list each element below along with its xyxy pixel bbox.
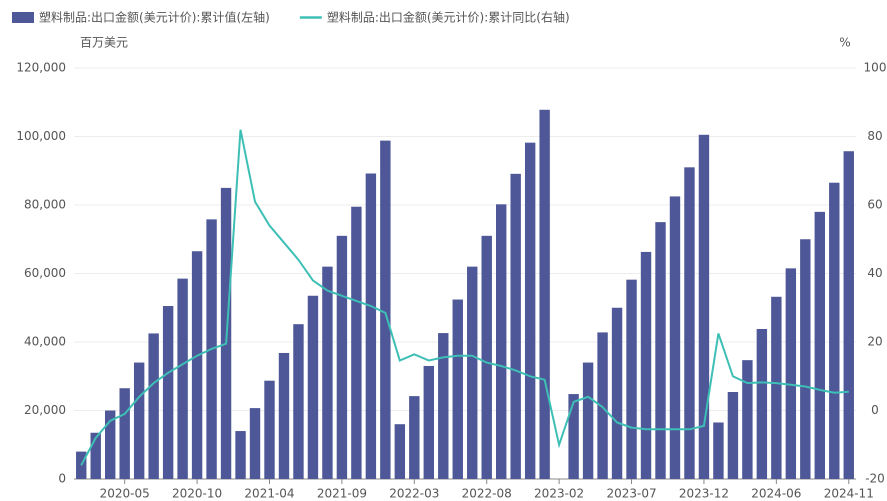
bar xyxy=(785,268,797,479)
x-tick-label: 2023-12 xyxy=(679,487,729,501)
bar xyxy=(510,173,521,479)
bar xyxy=(322,266,333,479)
x-tick-label: 2022-03 xyxy=(389,487,439,501)
bar xyxy=(684,167,695,479)
bar xyxy=(771,296,782,479)
y2-tick-label: 40 xyxy=(867,266,882,280)
y-axis-unit: 百万美元 xyxy=(80,36,128,50)
legend-label: 塑料制品:出口金额(美元计价):累计值(左轴) xyxy=(39,10,270,25)
x-tick-label: 2023-02 xyxy=(534,487,584,501)
bar xyxy=(626,279,637,479)
bar xyxy=(669,196,681,479)
y-tick-label: 40,000 xyxy=(24,335,66,349)
x-tick-label: 2023-07 xyxy=(606,487,656,501)
y2-tick-label: 0 xyxy=(871,403,879,417)
bar xyxy=(438,333,449,479)
bar xyxy=(380,140,391,480)
bar xyxy=(264,380,275,479)
y2-tick-label: 80 xyxy=(867,129,882,143)
bar xyxy=(133,362,145,479)
bar xyxy=(481,235,492,479)
bar xyxy=(409,396,420,479)
bar xyxy=(814,211,825,479)
bar xyxy=(539,109,550,479)
legend-label: 塑料制品:出口金额(美元计价):累计同比(右轴) xyxy=(327,10,570,25)
x-tick-label: 2021-04 xyxy=(244,487,294,501)
bar xyxy=(727,392,739,479)
y2-tick-label: -20 xyxy=(865,472,885,486)
bar xyxy=(119,388,130,479)
x-tick-label: 2021-09 xyxy=(317,487,367,501)
bar xyxy=(756,328,768,479)
bar xyxy=(496,204,507,479)
y-tick-label: 80,000 xyxy=(24,198,66,212)
bar xyxy=(800,239,811,479)
y2-axis-unit: % xyxy=(839,36,850,50)
bar xyxy=(365,173,377,480)
bar xyxy=(597,332,608,479)
bar xyxy=(713,422,724,479)
bar xyxy=(307,295,319,479)
bar xyxy=(278,352,290,479)
bar xyxy=(148,333,159,479)
x-tick-label: 2020-10 xyxy=(172,487,222,501)
y-tick-label: 60,000 xyxy=(24,266,66,280)
bar xyxy=(655,222,666,479)
bar xyxy=(293,324,304,479)
y-tick-label: 0 xyxy=(58,472,66,486)
bar xyxy=(162,306,174,479)
bar xyxy=(351,206,362,479)
bar xyxy=(582,362,594,479)
bar xyxy=(177,278,188,479)
y-tick-label: 20,000 xyxy=(24,403,66,417)
bar xyxy=(105,410,116,479)
x-tick-label: 2020-05 xyxy=(100,487,150,501)
bar xyxy=(90,432,101,479)
bar xyxy=(742,360,753,479)
bar xyxy=(452,299,463,479)
bar xyxy=(394,424,406,479)
bar xyxy=(191,251,203,479)
x-tick-label: 2024-11 xyxy=(824,487,874,501)
line xyxy=(80,129,849,466)
bar xyxy=(235,431,246,479)
bar xyxy=(611,307,623,479)
x-tick-label: 2022-08 xyxy=(462,487,512,501)
bar xyxy=(524,142,536,480)
bar xyxy=(568,394,579,479)
y2-tick-label: 100 xyxy=(864,61,887,75)
bar xyxy=(336,235,348,479)
bar xyxy=(698,134,710,479)
bar xyxy=(843,151,854,480)
bar xyxy=(249,408,261,479)
bar xyxy=(829,182,840,480)
y-tick-label: 100,000 xyxy=(16,129,66,143)
bar xyxy=(423,365,434,479)
x-tick-label: 2024-06 xyxy=(751,487,801,501)
bar xyxy=(640,251,652,479)
y2-tick-label: 20 xyxy=(867,335,882,349)
y2-tick-label: 60 xyxy=(867,198,882,212)
bar xyxy=(467,266,478,479)
y-tick-label: 120,000 xyxy=(16,61,66,75)
legend-swatch xyxy=(12,12,34,23)
